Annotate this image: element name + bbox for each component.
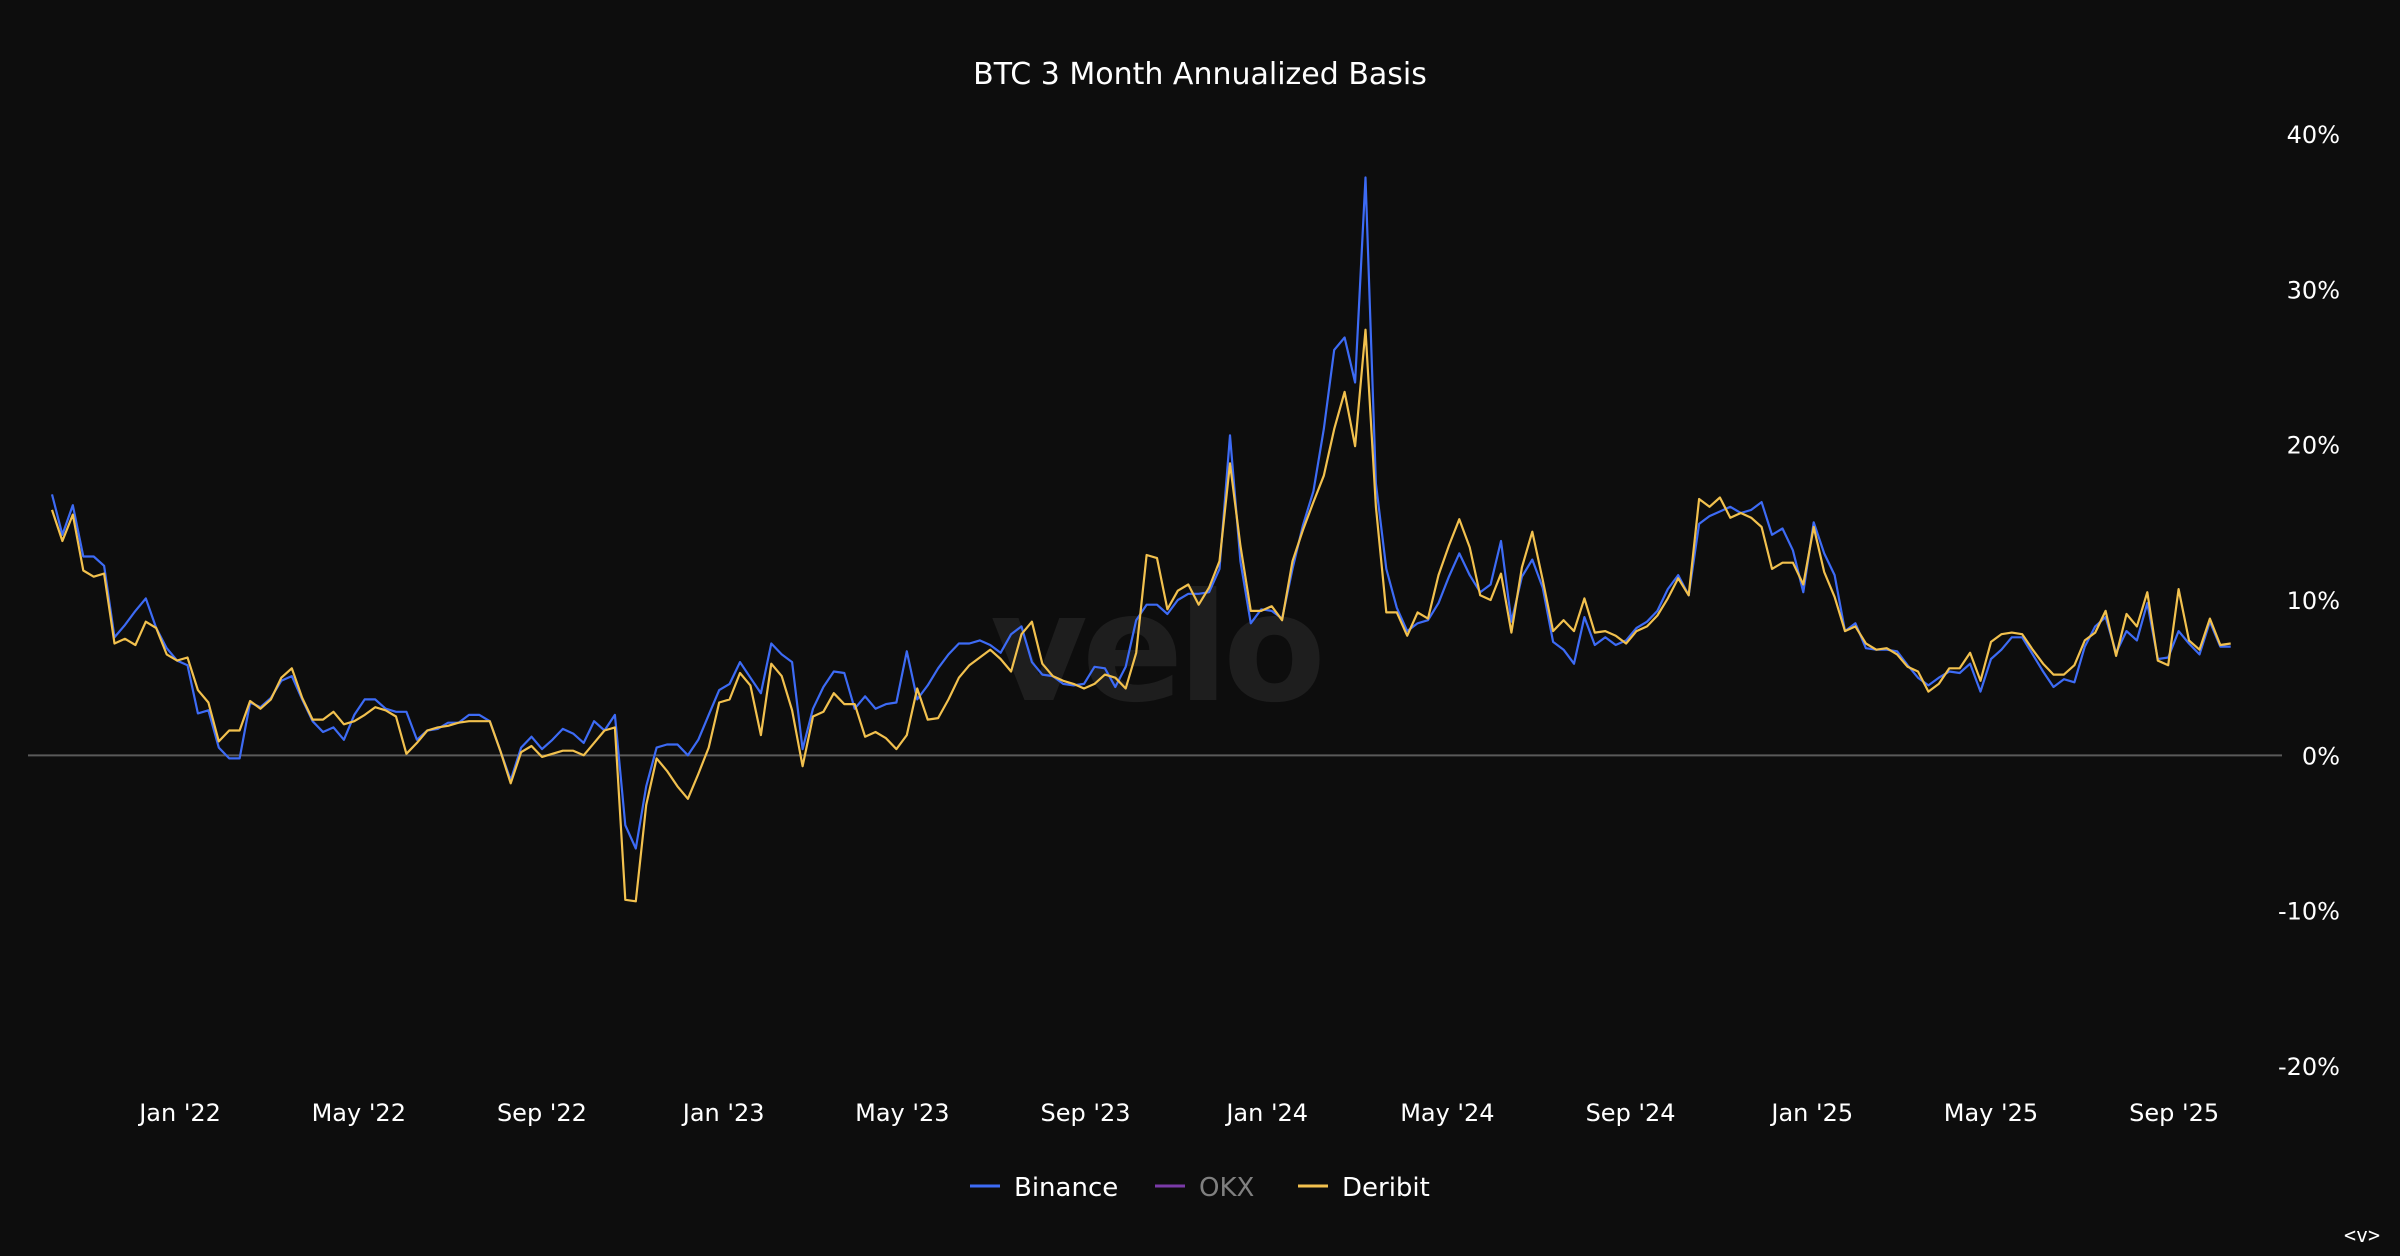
legend-label: OKX [1199, 1173, 1254, 1203]
x-tick-label: Jan '25 [1769, 1099, 1853, 1127]
x-axis: Jan '22 May '22 Sep '22 Jan '23 May '23 Sep '… [137, 1099, 2219, 1127]
y-tick-label: 0% [2302, 742, 2340, 770]
x-tick-label: May '22 [312, 1099, 406, 1127]
legend-label: Binance [1014, 1173, 1118, 1203]
legend-label: Deribit [1342, 1173, 1430, 1203]
velo-logo-icon[interactable]: <v> [2344, 1223, 2380, 1247]
legend-item-deribit[interactable]: Deribit [1298, 1173, 1430, 1203]
y-tick-label: -10% [2278, 898, 2340, 926]
legend-item-binance[interactable]: Binance [970, 1173, 1118, 1203]
x-tick-label: Sep '25 [2129, 1099, 2219, 1127]
series-line-binance [50, 176, 2231, 850]
x-tick-label: May '24 [1400, 1099, 1494, 1127]
y-tick-label: 10% [2287, 587, 2340, 615]
legend: Binance OKX Deribit [970, 1173, 1430, 1203]
y-tick-label: 30% [2287, 276, 2340, 304]
x-tick-label: Sep '23 [1041, 1099, 1131, 1127]
legend-item-okx[interactable]: OKX [1155, 1173, 1254, 1203]
chart-title: BTC 3 Month Annualized Basis [973, 57, 1427, 92]
x-tick-label: May '23 [855, 1099, 949, 1127]
x-tick-label: Sep '24 [1586, 1099, 1676, 1127]
series-line-deribit [50, 328, 2231, 903]
x-tick-label: Jan '22 [137, 1099, 221, 1127]
x-tick-label: Jan '24 [1224, 1099, 1308, 1127]
y-tick-label: 40% [2287, 121, 2340, 149]
x-tick-label: Jan '23 [681, 1099, 765, 1127]
velo-watermark: velo [990, 562, 1320, 736]
x-tick-label: May '25 [1944, 1099, 2038, 1127]
series-layer [50, 176, 2231, 903]
y-tick-label: 20% [2287, 432, 2340, 460]
y-axis: -20% -10% 0% 10% 20% 30% 40% [2278, 121, 2340, 1081]
y-tick-label: -20% [2278, 1053, 2340, 1081]
x-tick-label: Sep '22 [497, 1099, 587, 1127]
